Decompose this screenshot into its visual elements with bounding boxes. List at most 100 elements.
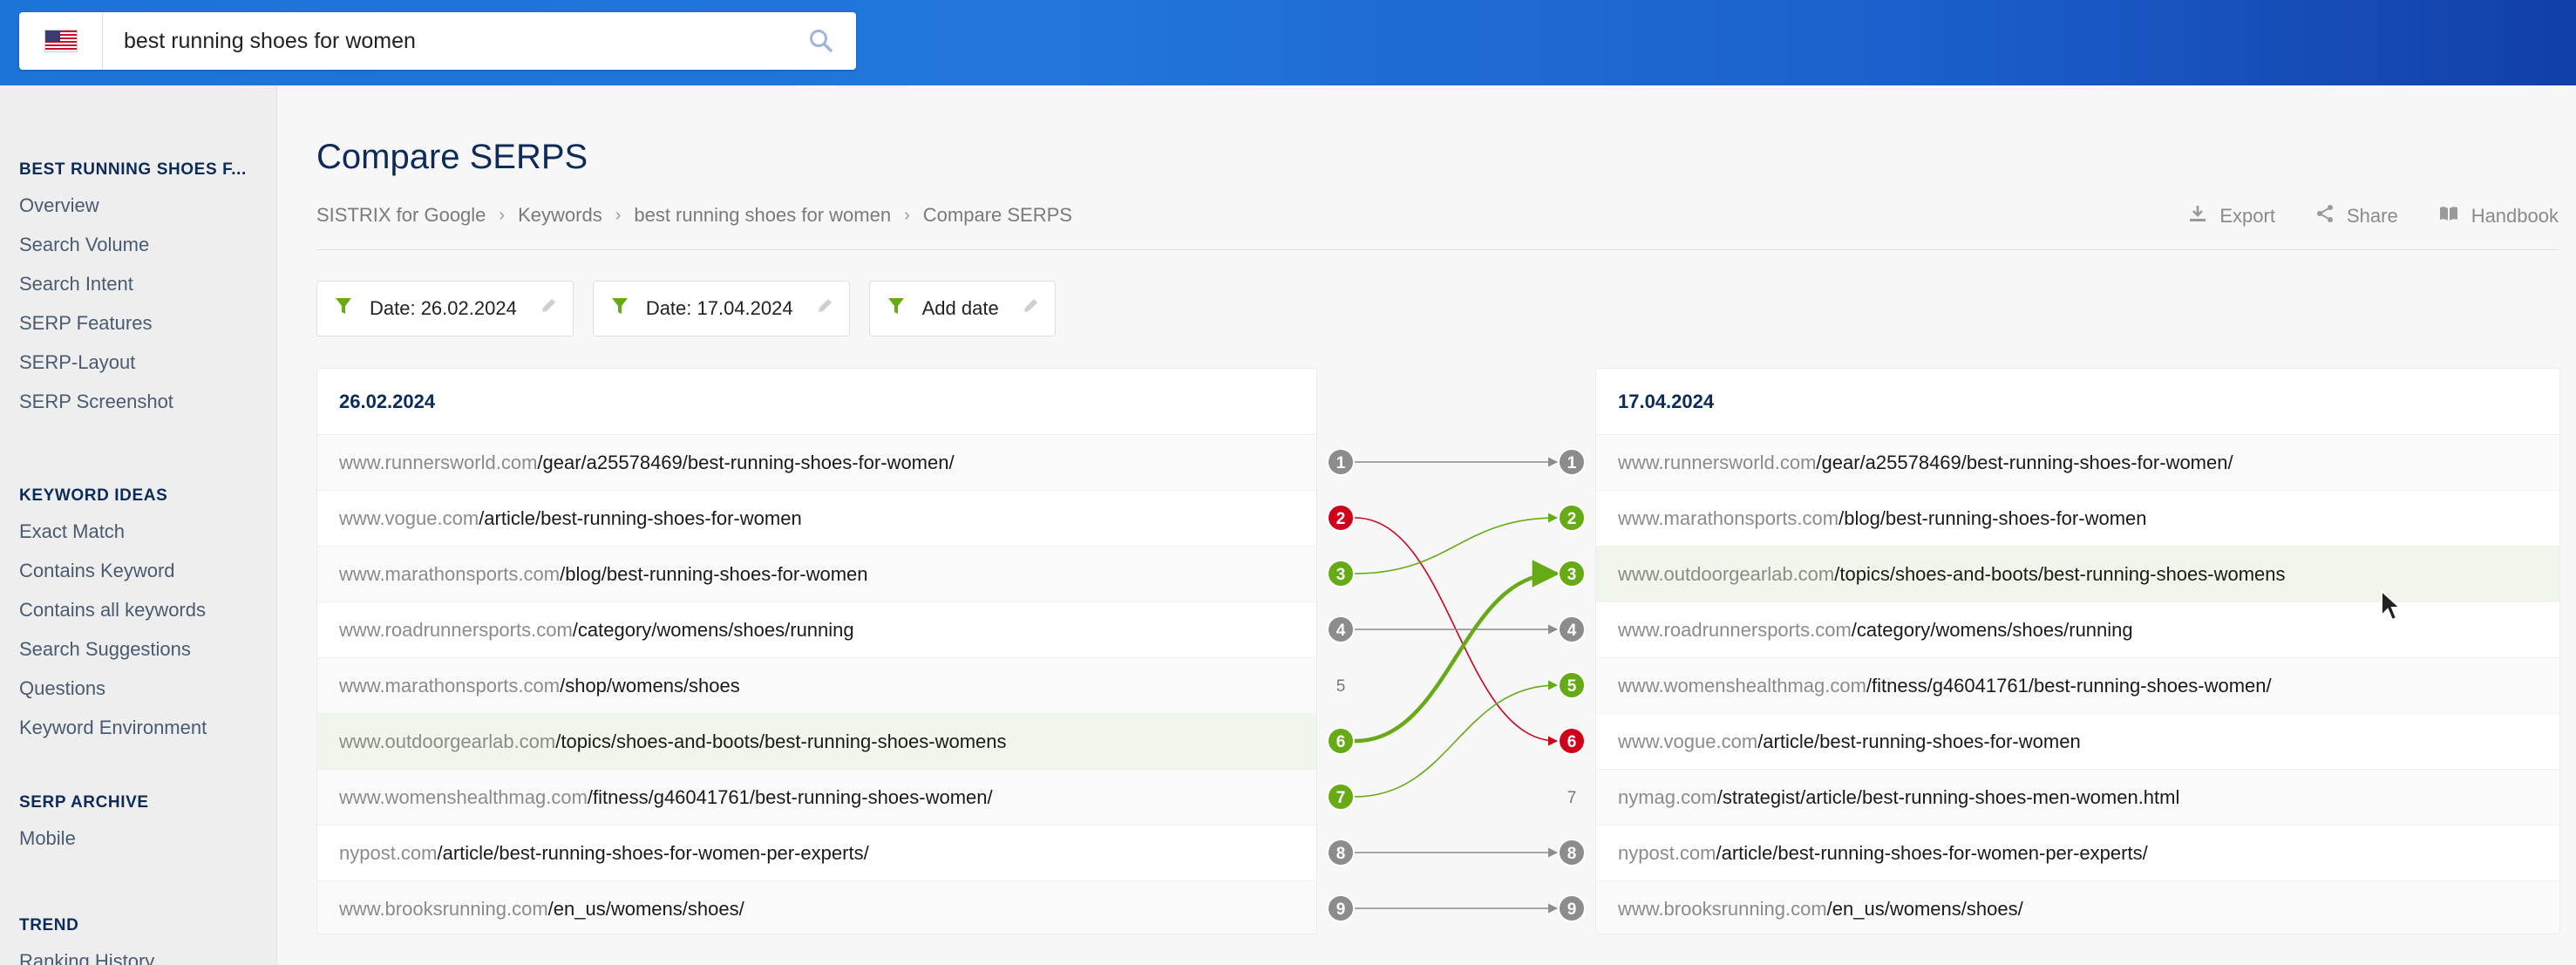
rank-badge: 5 (1336, 677, 1346, 696)
rank-change-line (1354, 680, 1559, 798)
sidebar-heading: BEST RUNNING SHOES F... (19, 160, 247, 179)
page-title: Compare SERPS (316, 138, 588, 176)
result-path: /fitness/g46041761/best-running-shoes-wo… (1866, 675, 2272, 697)
breadcrumb-item[interactable]: Keywords (518, 204, 602, 226)
rank-badge: 6 (1558, 727, 1586, 755)
rank-badge: 7 (1327, 783, 1355, 811)
result-path: /en_us/womens/shoes/ (547, 898, 744, 920)
serp-result-row[interactable]: nymag.com/strategist/article/best-runnin… (1596, 770, 2559, 826)
result-domain: nypost.com (1618, 842, 1716, 864)
serp-result-row[interactable]: www.marathonsports.com/blog/best-running… (1596, 491, 2559, 547)
svg-text:2: 2 (1567, 510, 1577, 528)
serp-result-row[interactable]: www.outdoorgearlab.com/topics/shoes-and-… (317, 714, 1316, 770)
export-button[interactable]: Export (2188, 204, 2275, 228)
svg-text:8: 8 (1567, 845, 1577, 863)
serp-result-row[interactable]: www.womenshealthmag.com/fitness/g4604176… (317, 770, 1316, 826)
result-path: /topics/shoes-and-boots/best-running-sho… (1834, 563, 2286, 585)
sidebar-item[interactable]: SERP Features (19, 312, 153, 334)
breadcrumb-item[interactable]: best running shoes for women (634, 204, 892, 226)
result-domain: nymag.com (1618, 786, 1717, 808)
serp-result-row[interactable]: www.roadrunnersports.com/category/womens… (1596, 602, 2559, 658)
serp-result-row[interactable]: www.brooksrunning.com/en_us/womens/shoes… (317, 881, 1316, 934)
serp-result-row[interactable]: www.runnersworld.com/gear/a25578469/best… (317, 435, 1316, 491)
handbook-button[interactable]: Handbook (2438, 204, 2559, 228)
sidebar-heading: TREND (19, 916, 79, 934)
result-domain: www.brooksrunning.com (1618, 898, 1827, 920)
result-path: /article/best-running-shoes-for-women-pe… (437, 842, 869, 864)
result-domain: www.womenshealthmag.com (339, 786, 588, 808)
breadcrumb-item[interactable]: Compare SERPS (922, 204, 1072, 226)
result-path: /category/womens/shoes/running (1851, 619, 2133, 641)
breadcrumb: SISTRIX for Google › Keywords › best running… (316, 204, 1072, 227)
serp-panel-left: 26.02.2024 www.runnersworld.com/gear/a25… (316, 368, 1317, 934)
result-path: /gear/a25578469/best-running-shoes-for-w… (1816, 452, 2233, 473)
svg-text:1: 1 (1567, 454, 1577, 472)
serp-result-row[interactable]: www.vogue.com/article/best-running-shoes… (317, 491, 1316, 547)
result-domain: www.womenshealthmag.com (1618, 675, 1866, 697)
sidebar-item[interactable]: Contains all keywords (19, 599, 206, 621)
svg-text:5: 5 (1567, 677, 1577, 696)
sidebar-item[interactable]: Contains Keyword (19, 560, 175, 581)
serp-result-row[interactable]: www.runnersworld.com/gear/a25578469/best… (1596, 435, 2559, 491)
sidebar-section: SERP ARCHIVE Mobile (19, 791, 149, 858)
sidebar-item[interactable]: Keyword Environment (19, 717, 207, 738)
filter-chip[interactable]: Date: 17.04.2024 (592, 281, 850, 336)
result-domain: www.roadrunnersports.com (1618, 619, 1852, 641)
serp-result-row[interactable]: www.womenshealthmag.com/fitness/g4604176… (1596, 658, 2559, 714)
rank-badge: 5 (1558, 671, 1586, 699)
rank-badge: 3 (1558, 560, 1586, 588)
rank-badge: 8 (1558, 839, 1586, 866)
rank-change-line (1354, 513, 1559, 574)
sidebar-item[interactable]: Ranking History (19, 950, 155, 965)
svg-text:7: 7 (1336, 789, 1346, 807)
rank-badge: 7 (1567, 789, 1577, 807)
sidebar-item[interactable]: SERP-Layout (19, 351, 136, 373)
sidebar-item[interactable]: Questions (19, 677, 106, 699)
breadcrumb-item[interactable]: SISTRIX for Google (316, 204, 486, 226)
share-button[interactable]: Share (2315, 204, 2398, 228)
svg-text:8: 8 (1336, 845, 1346, 863)
country-selector[interactable] (19, 12, 103, 70)
panel-date-right: 17.04.2024 (1596, 369, 2559, 435)
serp-result-row[interactable]: www.marathonsports.com/shop/womens/shoes (317, 658, 1316, 714)
filter-label: Date: 26.02.2024 (370, 297, 517, 319)
sidebar-item[interactable]: Search Intent (19, 273, 133, 295)
edit-pencil-icon[interactable] (816, 297, 833, 320)
svg-text:6: 6 (1567, 733, 1577, 751)
serp-result-row[interactable]: www.marathonsports.com/blog/best-running… (317, 547, 1316, 602)
result-path: /blog/best-running-shoes-for-women (560, 563, 868, 585)
sidebar-item[interactable]: Exact Match (19, 520, 126, 542)
search-input[interactable] (103, 12, 786, 70)
edit-pencil-icon[interactable] (540, 297, 557, 320)
serp-result-row[interactable]: nypost.com/article/best-running-shoes-fo… (1596, 826, 2559, 881)
rank-badge: 4 (1327, 615, 1355, 643)
serp-result-row[interactable]: www.brooksrunning.com/en_us/womens/shoes… (1596, 881, 2559, 934)
sidebar-item[interactable]: SERP Screenshot (19, 391, 173, 412)
filter-label: Add date (921, 297, 999, 319)
serp-result-row[interactable]: www.roadrunnersports.com/category/womens… (317, 602, 1316, 658)
result-domain: www.marathonsports.com (1618, 507, 1839, 529)
result-domain: www.runnersworld.com (339, 452, 538, 473)
filter-chip[interactable]: Add date (868, 281, 1056, 336)
svg-text:3: 3 (1336, 566, 1346, 584)
serp-result-row[interactable]: www.vogue.com/article/best-running-shoes… (1596, 714, 2559, 770)
sidebar-item[interactable]: Search Suggestions (19, 638, 191, 660)
sidebar-item[interactable]: Overview (19, 194, 99, 216)
result-domain: www.vogue.com (339, 507, 479, 529)
svg-text:4: 4 (1336, 622, 1346, 640)
serp-result-row[interactable]: www.outdoorgearlab.com/topics/shoes-and-… (1596, 547, 2559, 602)
result-path: /strategist/article/best-running-shoes-m… (1716, 786, 2180, 808)
edit-pencil-icon[interactable] (1022, 297, 1039, 320)
result-domain: www.outdoorgearlab.com (339, 731, 556, 752)
search-icon[interactable] (786, 12, 856, 70)
sidebar-item[interactable]: Search Volume (19, 234, 150, 255)
result-path: /article/best-running-shoes-for-women-pe… (1716, 842, 2148, 864)
filter-chip[interactable]: Date: 26.02.2024 (316, 281, 574, 336)
rank-badge: 1 (1327, 448, 1355, 476)
serp-result-row[interactable]: nypost.com/article/best-running-shoes-fo… (317, 826, 1316, 881)
download-icon (2188, 204, 2207, 228)
rank-badge: 3 (1327, 560, 1355, 588)
svg-text:1: 1 (1336, 454, 1346, 472)
sidebar-item[interactable]: Mobile (19, 827, 76, 849)
result-domain: www.marathonsports.com (339, 563, 561, 585)
